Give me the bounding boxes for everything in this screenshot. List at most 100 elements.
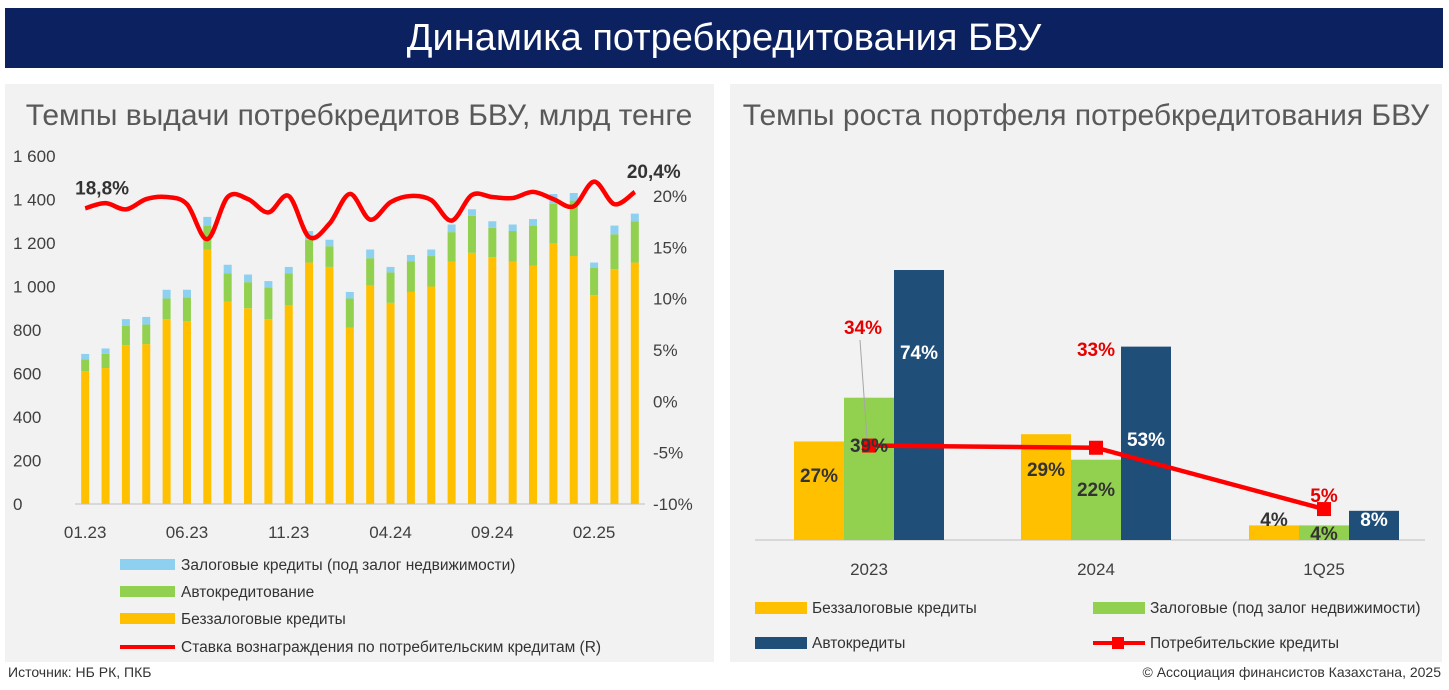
rate-annotation: 20,4%	[627, 162, 681, 183]
unsecured-bar	[610, 269, 619, 504]
auto-bar	[284, 273, 293, 305]
rate-line	[84, 179, 637, 242]
auto-bar	[345, 298, 354, 328]
unsecured-bar	[630, 262, 639, 504]
auto-bar	[182, 297, 191, 322]
unsecured-bar	[162, 319, 171, 504]
bar-value-label: 53%	[1127, 430, 1165, 451]
unsecured-bar	[345, 327, 354, 504]
bar-value-label: 27%	[800, 466, 838, 487]
auto-bar	[162, 298, 171, 320]
y-tick-label: 600	[13, 365, 41, 384]
auto-bar	[101, 353, 110, 369]
mortgage-bar	[284, 266, 293, 274]
auto-bar	[305, 239, 314, 263]
legend-auto-swatch	[120, 586, 175, 597]
y2-tick-label: 20%	[653, 187, 687, 206]
y-tick-label: 400	[13, 408, 41, 427]
line-value-label: 33%	[1077, 340, 1115, 361]
unsecured-bar	[366, 285, 375, 504]
mortgage-bar	[182, 289, 191, 298]
x-tick-label: 02.25	[573, 523, 616, 542]
auto-bar	[142, 324, 151, 345]
auto-bar	[467, 215, 476, 253]
y-tick-label: 1 600	[13, 147, 56, 166]
issuance-chart: Темпы выдачи потребкредитов БВУ, млрд те…	[13, 99, 693, 656]
leader-line	[859, 339, 868, 439]
legend-unsecured-label: Беззалоговые кредиты	[812, 600, 977, 617]
unsecured-bar	[121, 345, 130, 504]
unsecured-bar	[447, 261, 456, 504]
copyright-note: © Ассоциация финансистов Казахстана, 202…	[1142, 664, 1441, 680]
unsecured-bar	[590, 295, 599, 504]
bar-value-label: 39%	[850, 436, 888, 457]
y-tick-label: 200	[13, 452, 41, 471]
y-tick-label: 0	[13, 495, 22, 514]
x-tick-label: 06.23	[166, 523, 209, 542]
unsecured-bar	[406, 291, 415, 504]
y2-tick-label: -10%	[653, 495, 693, 514]
page-title: Динамика потребкредитования БВУ	[406, 17, 1042, 59]
y2-tick-label: 0%	[653, 392, 678, 411]
auto-bar	[244, 282, 253, 309]
legend-mortgage-swatch	[120, 559, 175, 570]
auto-bar	[529, 225, 538, 266]
auto-bar	[366, 258, 375, 286]
bar-value-label: 4%	[1260, 510, 1288, 531]
auto-bar	[508, 231, 517, 262]
y2-tick-label: 10%	[653, 290, 687, 309]
unsecured-bar	[529, 265, 538, 504]
legend-autocredit-swatch	[755, 637, 807, 649]
legend-consumer-marker	[1112, 637, 1124, 649]
mortgage-bar	[467, 209, 476, 216]
chart-title: Темпы выдачи потребкредитов БВУ, млрд те…	[26, 99, 693, 132]
mortgage-bar	[81, 353, 90, 360]
unsecured-bar	[427, 286, 436, 504]
unsecured-bar	[223, 301, 232, 504]
unsecured-bar	[549, 243, 558, 504]
mortgage-bar	[844, 397, 894, 540]
mortgage-bar	[223, 264, 232, 274]
auto-bar	[488, 227, 497, 258]
mortgage-bar	[142, 316, 151, 325]
x-tick-label: 04.24	[369, 523, 412, 542]
unsecured-bar	[81, 371, 90, 504]
unsecured-bar	[569, 256, 578, 504]
mortgage-bar	[366, 249, 375, 259]
consumer-loans-marker	[1317, 502, 1331, 517]
y2-tick-label: -5%	[653, 444, 683, 463]
auto-bar	[325, 246, 334, 267]
y2-tick-label: 5%	[653, 341, 678, 360]
mortgage-bar	[345, 291, 354, 299]
mortgage-bar	[203, 216, 212, 226]
mortgage-bar	[630, 213, 639, 222]
mortgage-bar	[162, 289, 171, 299]
rate-annotation: 18,8%	[75, 178, 129, 199]
x-tick-label: 01.23	[64, 523, 107, 542]
auto-bar	[590, 268, 599, 296]
unsecured-bar	[325, 266, 334, 504]
line-value-label: 5%	[1310, 486, 1338, 507]
mortgage-bar	[590, 262, 599, 269]
auto-bar	[610, 234, 619, 270]
x-category-label: 2024	[1077, 560, 1115, 579]
x-category-label: 1Q25	[1303, 560, 1345, 579]
unsecured-bar	[203, 249, 212, 504]
mortgage-bar	[121, 319, 130, 326]
bar-value-label: 8%	[1360, 510, 1388, 531]
unsecured-bar	[284, 304, 293, 504]
auto-bar	[406, 261, 415, 292]
unsecured-bar	[244, 308, 253, 504]
legend-mortgage-label: Залоговые (под залог недвижимости)	[1150, 600, 1421, 617]
legend-auto-label: Автокредитование	[181, 584, 314, 601]
mortgage-bar	[264, 281, 273, 288]
mortgage-bar	[101, 348, 110, 354]
chart-title: Темпы роста портфеля потребкредитования …	[743, 99, 1430, 132]
mortgage-bar	[325, 239, 334, 247]
x-tick-label: 09.24	[471, 523, 514, 542]
unsecured-bar	[1021, 434, 1071, 540]
unsecured-bar	[101, 368, 110, 504]
autocredit-bar	[1349, 510, 1399, 540]
mortgage-bar	[427, 249, 436, 257]
mortgage-bar	[1299, 525, 1349, 540]
